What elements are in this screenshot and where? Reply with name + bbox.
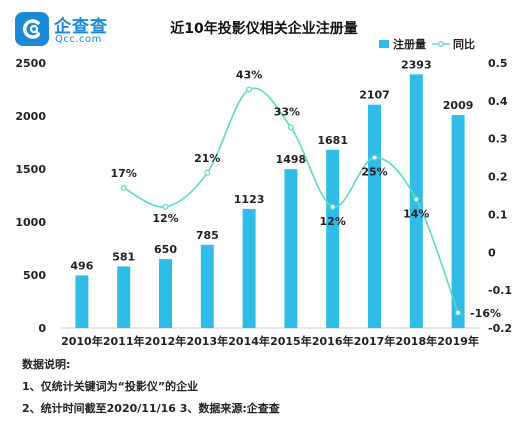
bar-value-label: 581 [112,250,135,263]
y-right-tick-label: 0 [488,246,496,259]
x-tick-label: 2014年 [228,334,270,348]
legend-label-line: 同比 [453,37,475,51]
qcc-logo: 企查查 Qcc.com [14,10,124,50]
y-left-tick-label: 2000 [15,110,46,123]
legend-label-bar: 注册量 [393,37,426,51]
chart-title: 近10年投影仪相关企业注册量 [170,21,358,37]
qcc-logo-name: 企查查 [54,17,108,37]
x-tick-label: 2011年 [103,334,145,348]
bar [117,266,131,328]
y-right-tick-label: 0.3 [488,133,508,146]
y-right-tick-label: -0.2 [488,322,512,335]
bar-value-label: 1123 [234,193,265,206]
y-left-tick-label: 500 [23,269,46,282]
yoy-value-label: 17% [111,167,137,180]
yoy-value-label: 14% [403,207,429,220]
yoy-point [120,184,127,191]
y-right-tick-label: 0.5 [488,57,508,70]
data-notes: 数据说明: 1、仅统计关键词为“投影仪”的企业 2、统计时间截至2020/11/… [22,354,280,420]
yoy-point [162,203,169,210]
yoy-point [246,86,253,93]
bar-value-label: 1498 [276,153,307,166]
legend-swatch-point [438,40,445,47]
x-tick-label: 2019年 [437,334,479,348]
bar [75,275,89,328]
y-right-tick-label: 0.1 [488,208,508,221]
yoy-line [123,87,459,314]
bar [159,259,172,328]
x-tick-label: 2017年 [354,334,396,348]
bar [242,208,256,328]
notes-line-2: 2、统计时间截至2020/11/16 3、数据来源:企查查 [22,402,280,415]
yoy-value-label: 12% [152,212,178,225]
bar [368,104,381,329]
qcc-logo-icon [15,12,49,46]
bar [451,115,465,329]
x-tick-label: 2012年 [145,334,187,348]
legend-swatch-bar [379,40,389,48]
yoy-point [371,154,378,161]
y-right-tick-label: -0.1 [488,284,512,297]
bar-value-label: 1681 [317,134,348,147]
yoy-point [329,203,336,210]
yoy-point [455,309,462,316]
notes-line-1: 1、仅统计关键词为“投影仪”的企业 [22,380,199,393]
bar-value-label: 650 [154,243,177,256]
bar-value-label: 2009 [443,99,474,112]
y-left-tick-label: 1500 [15,163,46,176]
y-right-tick-label: 0.2 [488,171,508,184]
y-right-tick-label: 0.4 [488,95,508,108]
x-tick-label: 2015年 [270,334,312,348]
yoy-value-label: 33% [274,105,300,118]
x-tick-label: 2018年 [395,334,437,348]
x-tick-label: 2010年 [61,334,103,348]
yoy-point [287,124,294,131]
bar-value-label: 2107 [359,89,390,102]
y-left-tick-label: 1000 [15,216,46,229]
yoy-point [413,196,420,203]
bar-value-label: 785 [196,229,219,242]
yoy-value-label: -16% [470,307,501,320]
y-left-tick-label: 0 [38,322,46,335]
yoy-value-label: 25% [361,166,387,179]
bar [200,244,214,328]
bar-value-label: 2393 [401,58,432,71]
yoy-value-label: 43% [236,69,262,82]
qcc-logo-domain: Qcc.com [55,34,102,45]
yoy-value-label: 21% [194,152,220,165]
yoy-value-label: 12% [320,215,346,228]
yoy-point [204,169,211,176]
bar [326,149,340,328]
notes-heading: 数据说明: [22,358,71,371]
x-tick-label: 2013年 [186,334,228,348]
bar [284,169,298,328]
y-left-tick-label: 2500 [15,57,46,70]
x-tick-label: 2016年 [312,334,354,348]
bar-value-label: 496 [70,259,93,272]
